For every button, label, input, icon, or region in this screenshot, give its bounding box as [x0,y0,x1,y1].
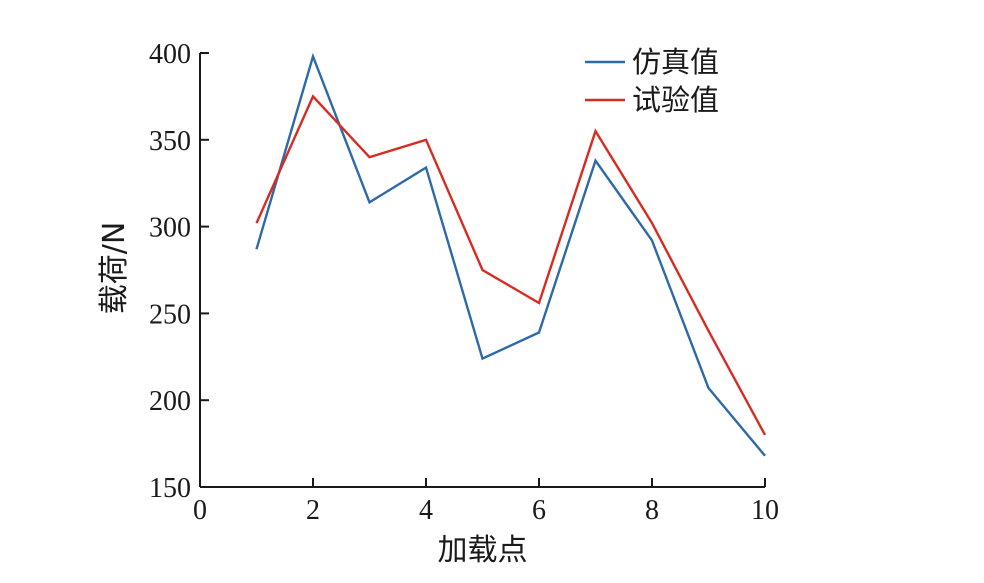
y-tick-label: 150 [149,473,191,504]
x-tick-label: 4 [419,495,433,526]
x-tick-label: 2 [306,495,320,526]
legend-label: 仿真值 [632,45,719,79]
y-tick-label: 300 [149,213,191,244]
x-tick-label: 10 [751,495,779,526]
series-line-1 [255,52,766,457]
y-tick-label: 350 [149,126,191,157]
legend-label: 试验值 [632,83,719,117]
series-line-2 [255,94,767,436]
x-ticks: 0 2 4 6 8 10 [193,478,779,526]
axes [199,53,765,488]
y-ticks: 150 200 250 300 350 400 [149,39,209,504]
series-layer [255,52,767,457]
x-tick-label: 8 [645,495,659,526]
y-tick-label: 250 [149,299,191,330]
y-tick-label: 200 [149,386,191,417]
x-axis-label: 加载点 [438,533,528,568]
y-tick-label: 400 [149,39,191,70]
x-tick-label: 0 [193,495,207,526]
x-tick-label: 6 [532,495,546,526]
y-axis-label: 载荷/N [97,222,132,315]
